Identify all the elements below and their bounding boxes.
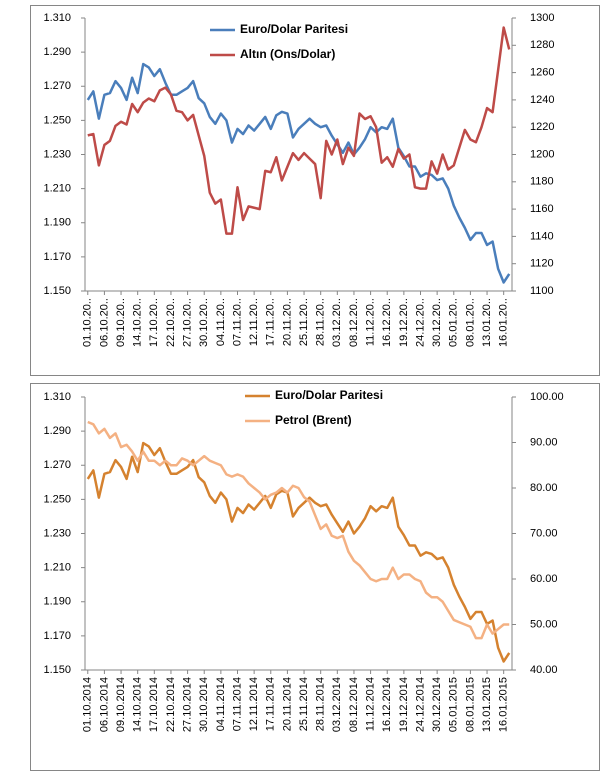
x-tick-label: 17.10.20.. bbox=[148, 298, 160, 347]
x-tick-label: 09.10.2014 bbox=[115, 677, 127, 732]
y2-tick-label: 80.00 bbox=[530, 482, 558, 494]
x-tick-label: 25.11.2014 bbox=[298, 677, 310, 731]
y-tick-label: 1.210 bbox=[43, 183, 71, 195]
y-tick-label: 1.190 bbox=[43, 217, 71, 229]
y-tick-label: 1.230 bbox=[43, 148, 71, 160]
x-tick-label: 06.10.2014 bbox=[98, 677, 110, 732]
y2-tick-label: 1200 bbox=[530, 148, 554, 160]
x-tick-label: 03.12.20.. bbox=[331, 298, 343, 347]
chart-frame bbox=[30, 383, 600, 771]
y2-tick-label: 1240 bbox=[530, 94, 554, 106]
x-tick-label: 24.12.20.. bbox=[414, 298, 426, 347]
y2-tick-label: 60.00 bbox=[530, 573, 558, 585]
x-tick-label: 20.11.20.. bbox=[281, 298, 293, 346]
legend-label: Euro/Dolar Paritesi bbox=[275, 388, 383, 402]
y2-tick-label: 100.00 bbox=[530, 391, 564, 403]
x-tick-label: 01.10.2014 bbox=[82, 677, 94, 732]
y-tick-label: 1.170 bbox=[43, 630, 71, 642]
y2-tick-label: 50.00 bbox=[530, 618, 558, 630]
x-tick-label: 11.12.20.. bbox=[364, 298, 376, 346]
x-tick-label: 27.10.2014 bbox=[181, 677, 193, 732]
y2-tick-label: 1180 bbox=[530, 176, 554, 188]
y-tick-label: 1.270 bbox=[43, 80, 71, 92]
x-tick-label: 19.12.2014 bbox=[398, 677, 410, 732]
y-tick-label: 1.290 bbox=[43, 425, 71, 437]
x-tick-label: 16.01.20.. bbox=[498, 298, 510, 347]
y-tick-label: 1.190 bbox=[43, 596, 71, 608]
x-tick-label: 08.01.20.. bbox=[464, 298, 476, 347]
x-tick-label: 12.11.2014 bbox=[248, 677, 260, 731]
y-tick-label: 1.290 bbox=[43, 46, 71, 58]
y-tick-label: 1.310 bbox=[43, 391, 71, 403]
series-line bbox=[87, 26, 511, 235]
x-tick-label: 13.01.20.. bbox=[481, 298, 493, 347]
x-tick-label: 16.12.20.. bbox=[381, 298, 393, 347]
x-tick-label: 17.11.2014 bbox=[265, 677, 277, 731]
y2-tick-label: 1220 bbox=[530, 121, 554, 133]
x-tick-label: 04.11.2014 bbox=[215, 677, 227, 731]
y2-tick-label: 40.00 bbox=[530, 664, 558, 676]
x-tick-label: 13.01.2015 bbox=[481, 677, 493, 732]
x-tick-label: 16.01.2015 bbox=[498, 677, 510, 732]
y-tick-label: 1.250 bbox=[43, 493, 71, 505]
y2-tick-label: 1260 bbox=[530, 67, 554, 79]
series-line bbox=[86, 441, 511, 663]
x-tick-label: 30.10.2014 bbox=[198, 677, 210, 732]
x-tick-label: 25.11.20.. bbox=[298, 298, 310, 346]
x-tick-label: 03.12.2014 bbox=[331, 677, 343, 732]
x-tick-label: 14.10.2014 bbox=[132, 677, 144, 732]
y2-tick-label: 1160 bbox=[530, 203, 554, 215]
chart-frame bbox=[30, 5, 600, 376]
legend-label: Euro/Dolar Paritesi bbox=[240, 22, 348, 36]
x-tick-label: 08.01.2015 bbox=[464, 677, 476, 732]
x-tick-label: 14.10.20.. bbox=[132, 298, 144, 347]
series-line bbox=[87, 420, 510, 640]
x-tick-label: 05.01.20.. bbox=[448, 298, 460, 347]
x-tick-label: 04.11.20.. bbox=[215, 298, 227, 346]
x-tick-label: 20.11.2014 bbox=[281, 677, 293, 731]
x-tick-label: 30.12.2014 bbox=[431, 677, 443, 732]
x-tick-label: 09.10.20.. bbox=[115, 298, 127, 347]
x-tick-label: 30.12.20.. bbox=[431, 298, 443, 347]
x-tick-label: 27.10.20.. bbox=[181, 298, 193, 347]
legend-label: Altın (Ons/Dolar) bbox=[240, 47, 335, 61]
y2-tick-label: 70.00 bbox=[530, 527, 558, 539]
x-tick-label: 11.12.2014 bbox=[364, 677, 376, 731]
y2-tick-label: 90.00 bbox=[530, 436, 558, 448]
x-tick-label: 28.11.20.. bbox=[315, 298, 327, 346]
x-tick-label: 07.11.2014 bbox=[231, 677, 243, 731]
x-tick-label: 05.01.2015 bbox=[448, 677, 460, 732]
y2-tick-label: 1100 bbox=[530, 285, 554, 297]
y2-tick-label: 1300 bbox=[530, 12, 554, 24]
x-tick-label: 30.10.20.. bbox=[198, 298, 210, 347]
y-tick-label: 1.150 bbox=[43, 664, 71, 676]
x-tick-label: 12.11.20.. bbox=[248, 298, 260, 346]
x-tick-label: 17.11.20.. bbox=[265, 298, 277, 346]
x-tick-label: 22.10.20.. bbox=[165, 298, 177, 347]
x-tick-label: 01.10.20.. bbox=[82, 298, 94, 347]
x-tick-label: 07.11.20.. bbox=[231, 298, 243, 346]
x-tick-label: 17.10.2014 bbox=[148, 677, 160, 732]
x-tick-label: 24.12.2014 bbox=[414, 677, 426, 732]
x-tick-label: 22.10.2014 bbox=[165, 677, 177, 732]
x-tick-label: 16.12.2014 bbox=[381, 677, 393, 732]
x-tick-label: 08.12.2014 bbox=[348, 677, 360, 732]
legend-label: Petrol (Brent) bbox=[275, 413, 352, 427]
y-tick-label: 1.170 bbox=[43, 251, 71, 263]
series-line bbox=[86, 62, 511, 284]
y-tick-label: 1.230 bbox=[43, 527, 71, 539]
x-tick-label: 06.10.20.. bbox=[98, 298, 110, 347]
y-tick-label: 1.310 bbox=[43, 12, 71, 24]
x-tick-label: 08.12.20.. bbox=[348, 298, 360, 347]
y-tick-label: 1.150 bbox=[43, 285, 71, 297]
y-tick-label: 1.210 bbox=[43, 562, 71, 574]
y2-tick-label: 1280 bbox=[530, 39, 554, 51]
y2-tick-label: 1120 bbox=[530, 258, 554, 270]
y-tick-label: 1.250 bbox=[43, 114, 71, 126]
y2-tick-label: 1140 bbox=[530, 230, 554, 242]
y-tick-label: 1.270 bbox=[43, 459, 71, 471]
x-tick-label: 28.11.2014 bbox=[315, 677, 327, 731]
x-tick-label: 19.12.20.. bbox=[398, 298, 410, 347]
